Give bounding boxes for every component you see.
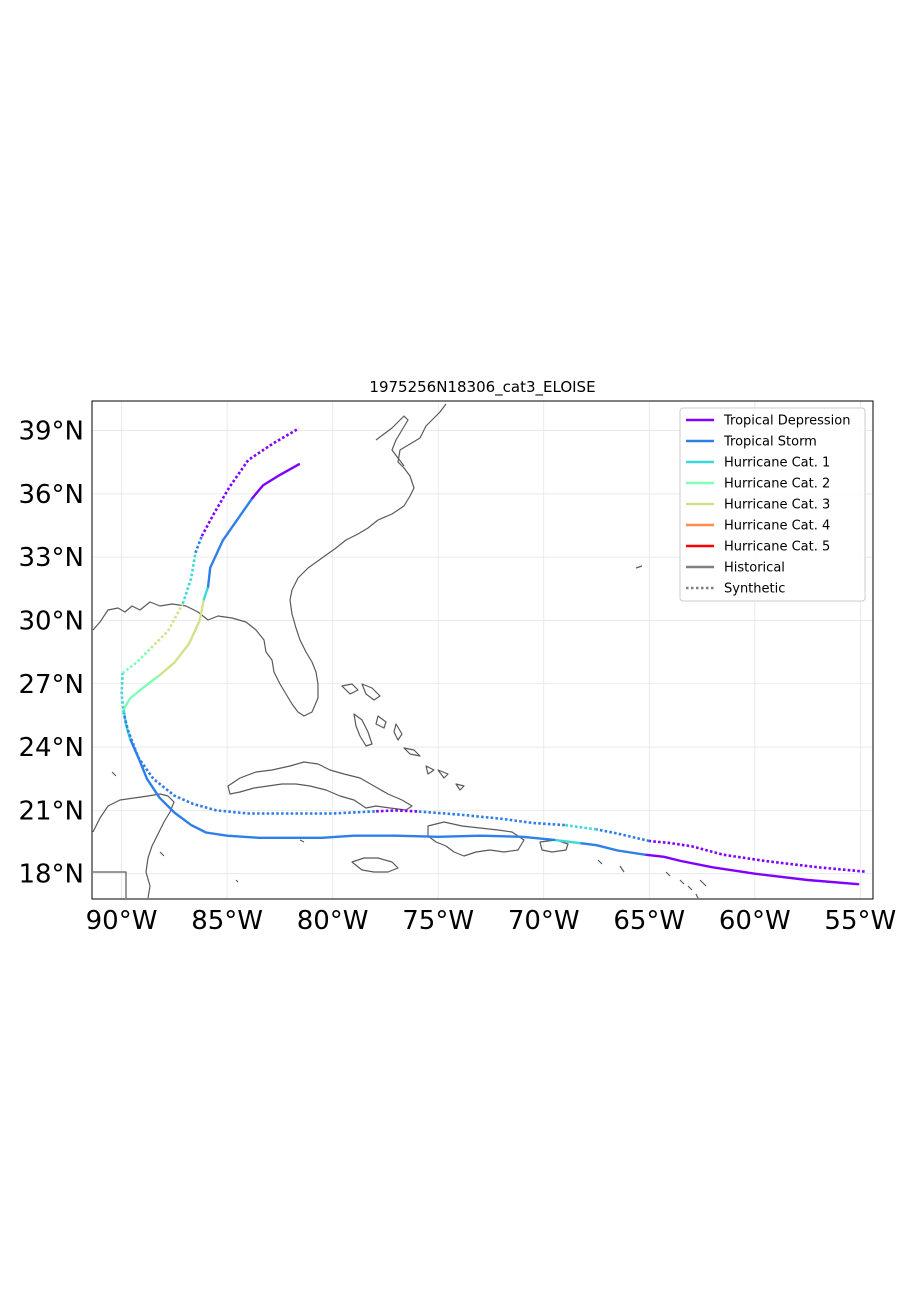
historical-track-segment [553, 838, 581, 845]
legend-label: Hurricane Cat. 1 [724, 456, 830, 471]
small-islands [111, 565, 643, 883]
synthetic-track-segment [564, 823, 597, 831]
legend-label: Hurricane Cat. 4 [724, 519, 830, 534]
historical-track-segment [251, 463, 301, 500]
cuba-coastline [227, 761, 413, 811]
lon-tick-label: 85°W [191, 906, 263, 936]
mexico-land-edge [93, 871, 127, 898]
lat-tick-label: 21°N [18, 796, 84, 826]
lat-tick-label: 33°N [18, 543, 84, 573]
lat-tick-label: 36°N [18, 480, 84, 510]
lat-tick-label: 18°N [18, 860, 84, 890]
synthetic-track-segment [374, 809, 418, 813]
lon-tick-label: 70°W [508, 906, 580, 936]
lon-tick-label: 80°W [297, 906, 369, 936]
synthetic-track-segment [121, 646, 153, 675]
legend-label: Tropical Storm [723, 435, 817, 450]
historical-track-segment [643, 853, 860, 886]
historical-track-segment [158, 598, 206, 677]
lon-tick-label: 65°W [613, 906, 685, 936]
synthetic-track-segment [181, 552, 197, 605]
synthetic-track-segment [200, 427, 300, 537]
lat-tick-label: 30°N [18, 606, 84, 636]
mexico-coastline [92, 793, 175, 899]
lon-tick-label: 75°W [402, 906, 474, 936]
lat-tick-label: 24°N [18, 733, 84, 763]
synthetic-track-segment [120, 673, 125, 714]
historical-track-segment [122, 707, 132, 740]
map-title: 1975256N18306_cat3_ELOISE [369, 378, 596, 396]
lesser-antilles [597, 859, 707, 899]
lon-tick-label: 60°W [719, 906, 791, 936]
historical-track-segment [202, 585, 210, 601]
map-frame [91, 400, 874, 900]
historical-track-segment [206, 496, 254, 588]
lon-tick-label: 90°W [86, 906, 158, 936]
bahamas-islands [341, 683, 465, 791]
legend: Tropical Depression Tropical Storm Hurrica… [679, 407, 866, 602]
historical-track-segment [122, 674, 161, 711]
historical-track-segment [578, 841, 647, 856]
legend-label: Tropical Depression [723, 414, 850, 429]
synthetic-track-segment [417, 810, 565, 827]
synthetic-track-segment [649, 839, 865, 873]
synthetic-track-segment [194, 535, 204, 554]
lat-tick-label: 27°N [18, 670, 84, 700]
legend-label: Hurricane Cat. 3 [724, 498, 830, 513]
axis-labels: 90°W 85°W 80°W 75°W 70°W 65°W 60°W 55°W 18°N 21°N… [18, 417, 896, 936]
storm-tracks [120, 427, 865, 886]
legend-label: Hurricane Cat. 5 [724, 540, 830, 555]
lon-tick-label: 55°W [824, 906, 896, 936]
legend-label: Synthetic [724, 582, 785, 597]
hispaniola-coastline [427, 821, 525, 857]
legend-label: Hurricane Cat. 2 [724, 477, 830, 492]
chesapeake-coast [375, 415, 409, 467]
historical-track-segment [128, 737, 556, 842]
jamaica-coastline [351, 857, 399, 873]
legend-box [679, 407, 866, 602]
lat-tick-label: 39°N [18, 417, 84, 447]
synthetic-track-segment [150, 602, 184, 649]
coastlines [92, 403, 707, 899]
synthetic-track-segment [596, 828, 650, 843]
synthetic-track-segment [122, 712, 375, 815]
legend-label: Historical [724, 561, 785, 576]
